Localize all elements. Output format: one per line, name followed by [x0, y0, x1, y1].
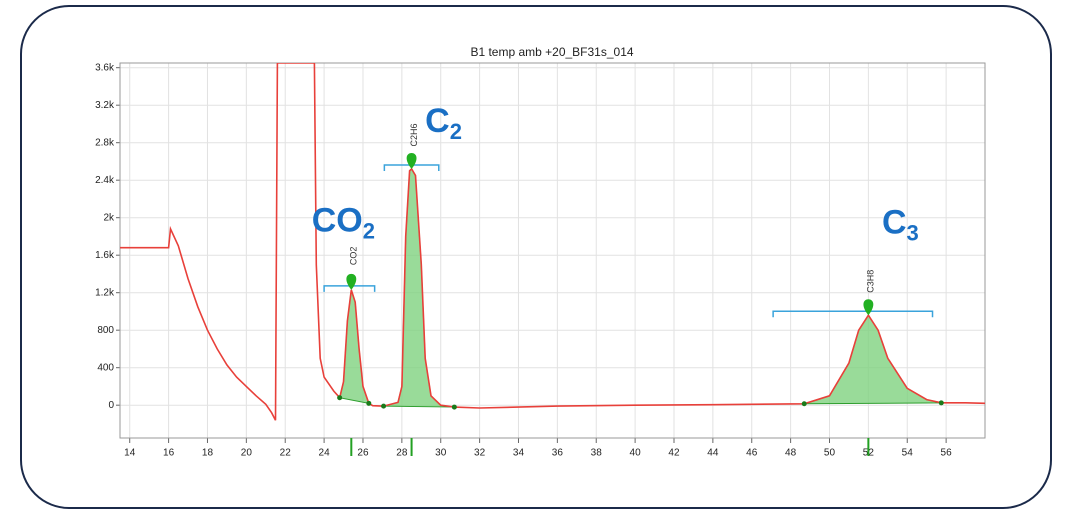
baseline-point: [366, 400, 372, 406]
compound-label: C3: [882, 203, 919, 245]
label-subscript: 3: [907, 220, 919, 245]
x-tick-label: 14: [124, 448, 136, 459]
chart-title: B1 temp amb +20_BF31s_014: [470, 45, 633, 59]
baseline-point: [938, 400, 944, 406]
y-tick-label: 2.4k: [95, 175, 115, 186]
y-tick-label: 0: [108, 400, 114, 411]
y-tick-label: 1.6k: [95, 250, 115, 261]
x-tick-label: 32: [474, 448, 486, 459]
y-tick-label: 400: [97, 362, 114, 373]
peak-label: C3H8: [866, 270, 876, 293]
x-tick-label: 40: [630, 448, 642, 459]
x-tick-label: 44: [707, 448, 719, 459]
baseline-point: [451, 404, 457, 410]
frame: [20, 5, 1052, 509]
compound-label: CO2: [312, 201, 375, 243]
y-tick-label: 2.8k: [95, 137, 115, 148]
y-tick-label: 3.2k: [95, 100, 115, 111]
x-tick-label: 34: [513, 448, 525, 459]
label-text: C: [425, 102, 450, 140]
integration-bracket: [772, 310, 934, 318]
x-tick-label: 22: [280, 448, 292, 459]
label-text: C: [882, 203, 907, 241]
x-tick-label: 36: [552, 448, 564, 459]
x-tick-label: 48: [785, 448, 797, 459]
x-tick-label: 28: [396, 448, 408, 459]
y-tick-label: 800: [97, 325, 114, 336]
baseline-point: [337, 395, 343, 401]
x-tick-label: 20: [241, 448, 253, 459]
peak-label: C2H6: [409, 123, 419, 146]
label-subscript: 2: [450, 119, 462, 144]
x-tick-label: 16: [163, 448, 175, 459]
x-tick-label: 46: [746, 448, 758, 459]
compound-label: C2: [425, 102, 462, 144]
peak-marker: [863, 299, 874, 316]
x-tick-label: 24: [319, 448, 331, 459]
baseline-point: [381, 403, 387, 409]
y-tick-label: 2k: [103, 212, 115, 223]
x-tick-label: 50: [824, 448, 836, 459]
x-tick-label: 30: [435, 448, 447, 459]
peak-marker: [406, 152, 417, 169]
x-tick-label: 38: [591, 448, 603, 459]
label-subscript: 2: [363, 218, 375, 243]
x-tick-label: 26: [357, 448, 369, 459]
peak-marker: [346, 273, 357, 290]
label-text: CO: [312, 201, 363, 239]
x-tick-label: 18: [202, 448, 214, 459]
x-tick-label: 54: [902, 448, 914, 459]
plot-area: [119, 62, 986, 439]
y-tick-label: 3.6k: [95, 62, 115, 73]
y-tick-label: 1.2k: [95, 287, 115, 298]
peak-label: CO2: [349, 247, 359, 266]
baseline-point: [801, 401, 807, 407]
x-tick-label: 56: [941, 448, 953, 459]
x-tick-label: 42: [668, 448, 680, 459]
